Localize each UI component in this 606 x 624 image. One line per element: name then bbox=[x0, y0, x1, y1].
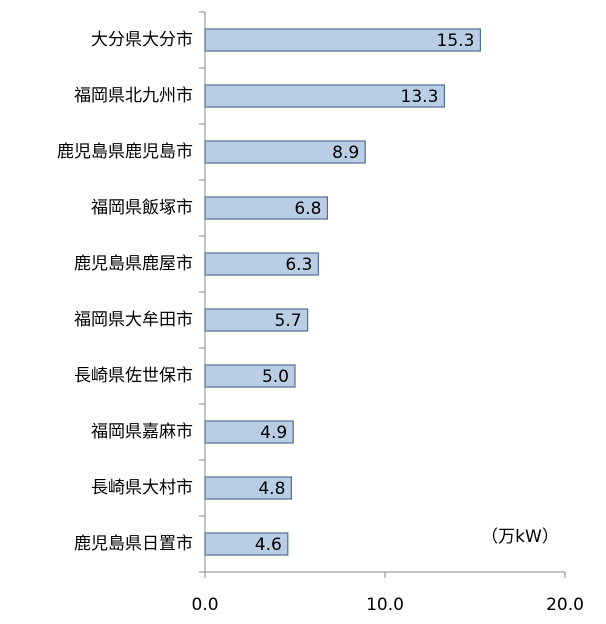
y-tick-label: 福岡県大牟田市 bbox=[74, 310, 193, 330]
value-label: 8.9 bbox=[332, 143, 359, 163]
bar bbox=[204, 476, 293, 500]
bar bbox=[204, 308, 309, 332]
y-tick-label: 福岡県嘉麻市 bbox=[91, 422, 193, 442]
y-tick-label: 鹿児島県日置市 bbox=[74, 534, 193, 554]
bar bbox=[204, 532, 289, 556]
y-tick-label: 長崎県大村市 bbox=[91, 478, 193, 498]
value-label: 15.3 bbox=[437, 31, 475, 51]
value-label: 5.0 bbox=[262, 367, 289, 387]
y-tick-label: 福岡県飯塚市 bbox=[91, 198, 193, 218]
bar bbox=[204, 196, 329, 220]
y-tick-label: 鹿児島県鹿児島市 bbox=[57, 142, 193, 162]
bar bbox=[204, 140, 366, 164]
value-label: 4.6 bbox=[255, 535, 282, 555]
y-tick-label: 鹿児島県鹿屋市 bbox=[74, 254, 193, 274]
y-tick-label: 福岡県北九州市 bbox=[74, 86, 193, 106]
x-tick-label: 0.0 bbox=[191, 595, 218, 615]
value-label: 5.7 bbox=[275, 311, 302, 331]
value-label: 6.3 bbox=[285, 255, 312, 275]
bar bbox=[204, 84, 445, 108]
value-label: 13.3 bbox=[401, 87, 439, 107]
x-tick-label: 20.0 bbox=[546, 595, 584, 615]
bar bbox=[204, 364, 296, 388]
bar bbox=[204, 420, 294, 444]
value-label: 6.8 bbox=[294, 199, 321, 219]
bar bbox=[204, 28, 481, 52]
bar bbox=[204, 252, 320, 276]
value-label: 4.9 bbox=[260, 423, 287, 443]
x-tick-label: 10.0 bbox=[366, 595, 404, 615]
unit-label: （万kW） bbox=[481, 527, 559, 547]
y-tick-label: 長崎県佐世保市 bbox=[74, 366, 193, 386]
y-tick-label: 大分県大分市 bbox=[91, 30, 193, 50]
value-label: 4.8 bbox=[258, 479, 285, 499]
